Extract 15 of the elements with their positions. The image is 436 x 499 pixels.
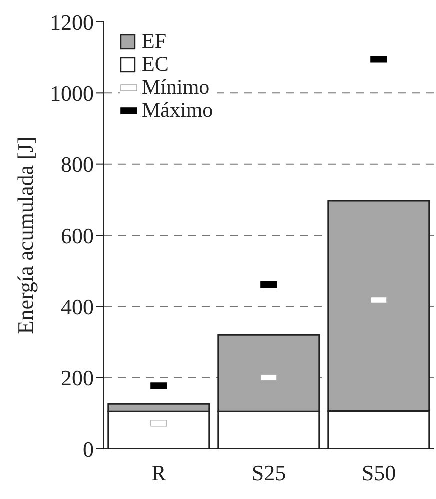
legend-label: Máximo [142, 98, 214, 122]
x-tick-label: R [152, 460, 167, 486]
x-tick-label: S50 [362, 460, 396, 486]
legend-label: EC [142, 52, 169, 76]
y-tick-label: 400 [61, 294, 94, 320]
x-tick-label: S25 [252, 460, 286, 486]
legend-label: Mínimo [142, 75, 210, 99]
y-axis-title: Energía acumulada [J] [12, 136, 38, 334]
y-tick-label: 0 [83, 436, 94, 462]
y-tick-label: 600 [61, 223, 94, 248]
legend-label: EF [142, 29, 167, 53]
y-tick-label: 200 [61, 366, 94, 391]
y-tick-label: 800 [61, 152, 94, 178]
y-tick-label: 1000 [50, 80, 94, 106]
y-tick-label: 1200 [50, 10, 94, 35]
